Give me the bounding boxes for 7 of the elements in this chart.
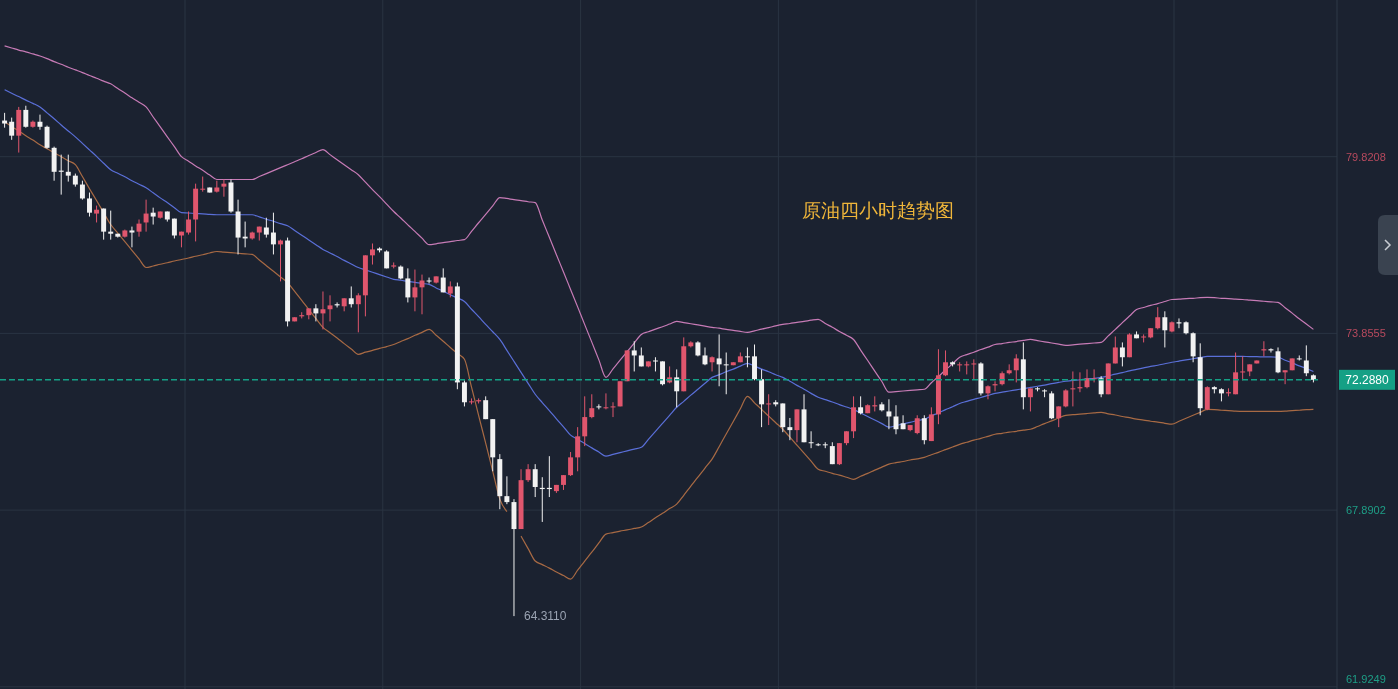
y-tick-label: 73.8555: [1346, 327, 1386, 340]
y-tick-label: 67.8902: [1346, 503, 1386, 516]
annotation: 64.3110: [523, 609, 567, 624]
ref-line-label: 72.2880: [1345, 373, 1390, 388]
y-tick-label: 61.9249: [1346, 672, 1386, 685]
text: 原油四小时趋势图: [802, 198, 954, 221]
y-tick-label: 79.8208: [1346, 150, 1386, 163]
